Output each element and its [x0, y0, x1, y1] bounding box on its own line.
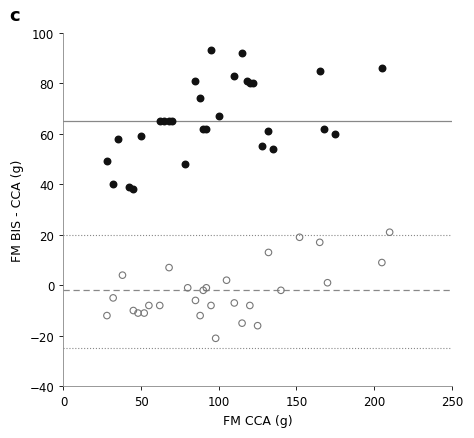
Point [140, 310, 148, 317]
Point [243, 78, 251, 85]
Point [212, 335, 219, 342]
Point [269, 146, 277, 153]
Point [238, 320, 246, 327]
Point [129, 307, 137, 314]
Point [137, 134, 145, 141]
Point [223, 277, 230, 284]
Point [207, 302, 215, 309]
Point [196, 95, 204, 102]
Point [109, 295, 117, 302]
Point [378, 259, 386, 266]
Point [202, 126, 210, 133]
Point [207, 48, 215, 55]
Point [191, 297, 199, 304]
Point [296, 234, 303, 241]
Point [161, 118, 168, 125]
Point [156, 118, 164, 125]
Y-axis label: FM BIS - CCA (g): FM BIS - CCA (g) [11, 159, 24, 261]
Point [191, 78, 199, 85]
Point [316, 68, 324, 75]
Point [103, 312, 111, 319]
Point [118, 272, 126, 279]
Point [196, 312, 204, 319]
Point [378, 65, 386, 72]
Point [386, 229, 393, 236]
Point [246, 81, 254, 88]
Point [103, 159, 111, 166]
Point [215, 113, 223, 120]
Point [320, 126, 328, 133]
Point [134, 310, 142, 317]
Point [165, 118, 173, 125]
Point [145, 302, 153, 309]
Point [168, 118, 176, 125]
Point [202, 285, 210, 292]
Point [249, 81, 257, 88]
Point [129, 186, 137, 193]
Point [184, 285, 191, 292]
Point [200, 126, 207, 133]
Point [165, 265, 173, 272]
Point [156, 302, 164, 309]
Point [200, 287, 207, 294]
Point [264, 128, 272, 135]
Point [254, 322, 261, 329]
Point [109, 181, 117, 188]
Text: c: c [9, 7, 20, 25]
Point [316, 239, 324, 246]
Point [331, 131, 339, 138]
Point [264, 249, 272, 256]
Point [230, 73, 238, 80]
Point [238, 50, 246, 57]
Point [258, 144, 266, 151]
Point [277, 287, 285, 294]
Point [246, 302, 254, 309]
X-axis label: FM CCA (g): FM CCA (g) [223, 414, 292, 427]
Point [114, 136, 122, 143]
Point [181, 161, 188, 168]
Point [230, 300, 238, 307]
Point [324, 279, 331, 286]
Point [125, 184, 132, 191]
